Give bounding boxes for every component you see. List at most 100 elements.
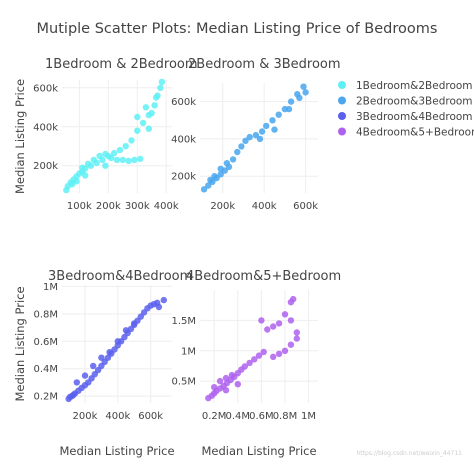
scatter-point (116, 146, 124, 154)
scatter-point (160, 296, 167, 304)
scatter-point (293, 335, 300, 342)
scatter-point (255, 352, 263, 359)
scatter-point (102, 150, 109, 158)
scatter-point (234, 381, 241, 388)
x-tick-label: 1M (301, 411, 316, 422)
y-tick-label: 0.6M (33, 337, 58, 348)
scatter-point (119, 156, 127, 164)
scatter-point (142, 104, 150, 111)
scatter-point (122, 143, 129, 150)
scatter-point (84, 160, 92, 167)
x-tick-label: 400k (252, 201, 277, 212)
x-tick-label: 600k (138, 411, 163, 422)
legend-item: 1Bedroom&2Bedroom (356, 80, 473, 92)
scatter-point (287, 317, 295, 324)
scatter-point (270, 353, 277, 360)
scatter-point (217, 171, 224, 178)
scatter-point (296, 94, 303, 102)
scatter-point (157, 84, 164, 92)
scatter-point (246, 359, 253, 367)
scatter-point (264, 326, 271, 333)
x-tick-label: 100k (67, 201, 92, 212)
scatter-point (293, 329, 300, 336)
y-tick-label: 200k (171, 172, 196, 183)
scatter-point (200, 186, 208, 193)
scatter-point (114, 338, 122, 345)
scatter-point (134, 113, 141, 121)
y-tick-label: 1.5M (171, 316, 196, 327)
subplot-title-4: 4Bedroom&5+Bedroom (186, 269, 341, 284)
subplot-title-2: 2Bedroom & 3Bedroom (188, 57, 341, 72)
scatter-point (67, 393, 74, 400)
legend-marker (338, 96, 346, 105)
scatter-point (222, 387, 230, 394)
scatter-point (285, 105, 293, 113)
y-tick-label: 0.5M (171, 377, 196, 388)
scatter-point (300, 83, 307, 90)
subplot-title-3: 3Bedroom&4Bedroom (48, 269, 192, 284)
legend-item: 2Bedroom&3Bedroom (356, 96, 473, 108)
y-axis-label: Median Listing Price (13, 79, 27, 194)
scatter-point (246, 133, 253, 141)
scatter-point (269, 117, 276, 124)
scatter-point (151, 102, 158, 109)
scatter-point (158, 78, 166, 86)
x-tick-label: 200k (210, 201, 235, 212)
x-axis-label: Median Listing Price (201, 444, 316, 458)
x-tick-label: 300k (125, 201, 150, 212)
scatter-point (148, 109, 155, 117)
scatter-point (110, 149, 118, 157)
scatter-point (281, 347, 289, 354)
y-tick-label: 1M (43, 282, 58, 293)
legend-marker (338, 127, 346, 136)
scatter-point (275, 111, 282, 118)
y-tick-label: 0.8M (33, 309, 58, 320)
y-tick-label: 600k (33, 83, 58, 94)
scatter-point (145, 125, 152, 132)
legend-item: 3Bedroom&4Bedroom (356, 111, 473, 123)
scatter-point (251, 356, 258, 363)
scatter-point (137, 155, 144, 163)
scatter-point (287, 98, 295, 105)
scatter-point (211, 173, 218, 180)
scatter-point (242, 137, 249, 144)
scatter-point (125, 157, 132, 165)
scatter-point (211, 384, 218, 391)
x-axis-label: Median Listing Price (59, 444, 174, 458)
scatter-point (102, 162, 109, 169)
scatter-point (106, 349, 113, 356)
scatter-point (205, 182, 212, 189)
scatter-point (302, 89, 309, 96)
legend-item: 4Bedroom&5+Bedroom (356, 127, 474, 139)
scatter-point (281, 311, 289, 318)
scatter-point (90, 156, 98, 164)
x-tick-label: 0.8M (273, 411, 298, 422)
scatter-point (207, 176, 214, 184)
scatter-point (79, 164, 86, 171)
scatter-point (155, 303, 163, 311)
x-tick-label: 200k (96, 201, 121, 212)
scatter-point (131, 320, 138, 327)
y-tick-label: 600k (171, 97, 196, 108)
scatter-point (275, 320, 283, 327)
scatter-point (287, 341, 295, 348)
scatter-point (139, 119, 147, 127)
scatter-point (90, 362, 97, 370)
watermark: https://blog.csdn.net/weixin_44711 (356, 450, 462, 457)
scatter-point (271, 126, 278, 133)
scatter-point (217, 165, 224, 172)
scatter-point (216, 377, 224, 385)
y-tick-label: 400k (171, 134, 196, 145)
scatter-point (96, 152, 103, 160)
scatter-point (128, 137, 135, 144)
scatter-point (238, 143, 245, 150)
figure-title: Mutiple Scatter Plots: Median Listing Pr… (37, 21, 438, 37)
y-tick-label: 1M (181, 346, 196, 357)
scatter-point (73, 379, 81, 386)
scatter-point (152, 94, 160, 101)
scatter-point (275, 350, 283, 357)
x-tick-label: 0.2M (202, 411, 227, 422)
x-tick-label: 600k (293, 201, 318, 212)
scatter-point (290, 295, 297, 303)
